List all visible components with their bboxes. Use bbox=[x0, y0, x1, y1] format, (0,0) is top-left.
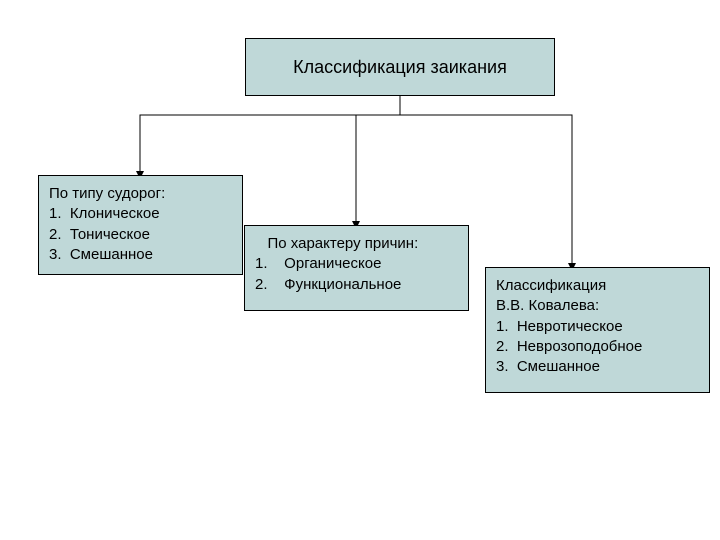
by-seizure-title: По типу судорог: bbox=[49, 184, 232, 204]
kovalev-node: Классификация В.В. Ковалева: 1. Невротич… bbox=[485, 267, 710, 393]
by-cause-node: По характеру причин: 1. Органическое 2. … bbox=[244, 225, 469, 311]
root-title: Классификация заикания bbox=[293, 55, 507, 79]
kovalev-subtitle: В.В. Ковалева: bbox=[496, 296, 699, 316]
kovalev-title: Классификация bbox=[496, 276, 699, 296]
by-seizure-node: По типу судорог: 1. Клоническое 2. Тонич… bbox=[38, 175, 243, 275]
list-item: 1. Органическое bbox=[255, 254, 458, 274]
list-item: 2. Функциональное bbox=[255, 275, 458, 295]
by-cause-title: По характеру причин: bbox=[255, 234, 458, 254]
list-item: 3. Смешанное bbox=[49, 245, 232, 265]
list-item: 1. Клоническое bbox=[49, 204, 232, 224]
list-item: 2. Неврозоподобное bbox=[496, 337, 699, 357]
list-item: 3. Смешанное bbox=[496, 357, 699, 377]
root-node: Классификация заикания bbox=[245, 38, 555, 96]
list-item: 2. Тоническое bbox=[49, 225, 232, 245]
list-item: 1. Невротическое bbox=[496, 317, 699, 337]
diagram-canvas: Классификация заикания По типу судорог: … bbox=[0, 0, 720, 540]
